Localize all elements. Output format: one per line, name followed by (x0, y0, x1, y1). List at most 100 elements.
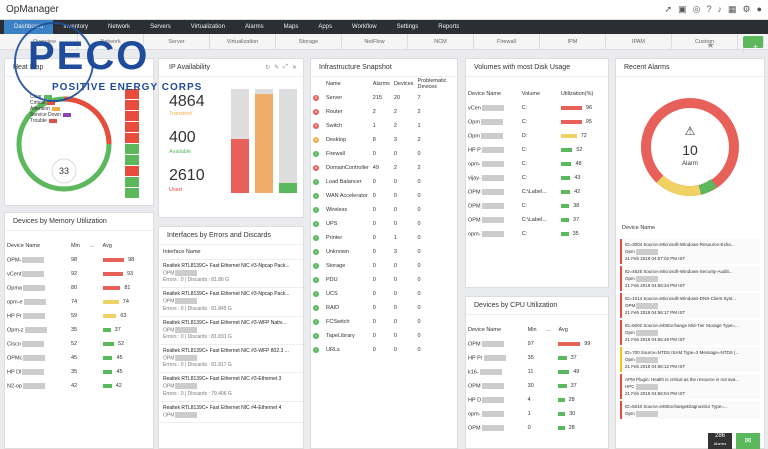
table-row[interactable]: Opm C: 95 (466, 115, 608, 129)
list-item[interactable]: Realtek RTL8139C+ Fast Ethernet NIC #3-E… (159, 373, 303, 402)
subnav-tab-storage[interactable]: Storage (276, 34, 342, 49)
alarm-item[interactable]: APM Plugin: Health is critical as the re… (620, 374, 760, 399)
table-row[interactable]: ✓ Load Balancer 0 0 0 (311, 175, 457, 189)
rocket-icon[interactable]: ➚ (664, 4, 673, 14)
user-icon[interactable]: ● (756, 4, 762, 14)
table-row[interactable]: HP Dl 35 45 (5, 365, 153, 379)
edit-icon[interactable]: ✎ (274, 65, 280, 71)
chat-icon[interactable]: ✉ (736, 433, 760, 449)
refresh-icon[interactable]: ↻ (265, 65, 271, 71)
table-row[interactable]: vijay- C: 43 (466, 171, 608, 185)
table-row[interactable]: opm- 1 30 (466, 407, 608, 421)
table-row[interactable]: OPM 30 37 (466, 379, 608, 393)
alarm-item[interactable]: ID=700 Source=NTDS ISAM Type=3 Message=N… (620, 347, 760, 372)
subnav-tab-server[interactable]: Server (144, 34, 210, 49)
subnav-tab-ipm[interactable]: IPM (540, 34, 606, 49)
table-row[interactable]: ✕ Server 215 20 7 (311, 91, 457, 105)
table-row[interactable]: OPM 0 28 (466, 421, 608, 435)
alarm-badge[interactable]: 286 Alarms (708, 433, 732, 449)
table-row[interactable]: ✓ FCSwitch 0 0 0 (311, 315, 457, 329)
min-value: 52 (70, 341, 78, 347)
table-row[interactable]: N2-op 42 42 (5, 379, 153, 393)
monitor-icon[interactable]: ▣ (678, 4, 687, 14)
subnav-tab-netflow[interactable]: NetFlow (342, 34, 408, 49)
table-row[interactable]: ✕ DomainController 49 2 2 (311, 161, 457, 175)
table-row[interactable]: OPM C: 38 (466, 199, 608, 213)
table-row[interactable]: ✓ Storage 0 0 0 (311, 259, 457, 273)
table-row[interactable]: ✓ Firewall 0 0 0 (311, 147, 457, 161)
table-row[interactable]: OPM 97 99 (466, 337, 608, 351)
nav-item-inventory[interactable]: Inventory (63, 24, 89, 30)
table-row[interactable]: ✓ PDU 0 0 0 (311, 273, 457, 287)
nav-item-network[interactable]: Network (108, 24, 131, 30)
table-row[interactable]: ✓ RAID 0 0 0 (311, 301, 457, 315)
star-icon[interactable]: ★ (678, 37, 744, 53)
list-item[interactable]: Realtek RTL8139C+ Fast Ethernet NIC #4-E… (159, 402, 303, 423)
table-row[interactable]: k16- 11 49 (466, 365, 608, 379)
headset-icon[interactable]: ◎ (692, 4, 701, 14)
table-row[interactable]: vCent 92 93 (5, 267, 153, 281)
close-icon[interactable]: ✕ (291, 65, 297, 71)
nav-item-virtualization[interactable]: Virtualization (190, 24, 225, 30)
nav-item-servers[interactable]: Servers (150, 24, 171, 30)
table-row[interactable]: OPM C:\Label... 42 (466, 185, 608, 199)
table-row[interactable]: vCen C: 96 (466, 101, 608, 115)
table-row[interactable]: Opma 80 81 (5, 281, 153, 295)
table-row[interactable]: ✓ Wireless 0 0 0 (311, 203, 457, 217)
add-widget-button[interactable]: + (743, 36, 764, 52)
grid-icon[interactable]: ▦ (727, 4, 737, 14)
subnav-tab-ncm[interactable]: NCM (408, 34, 474, 49)
table-row[interactable]: ✓ UPS 0 0 0 (311, 217, 457, 231)
alarm-text: ID=700 Source=NTDS ISAM Type=3 Message=N… (625, 350, 740, 355)
nav-item-alarms[interactable]: Alarms (244, 24, 264, 30)
list-item[interactable]: Realtek RTL8139C+ Fast Ethernet NIC #3-N… (159, 288, 303, 317)
table-row[interactable]: ✓ UCS 0 0 0 (311, 287, 457, 301)
table-row[interactable]: ✕ Switch 1 2 1 (311, 119, 457, 133)
table-row[interactable]: Opm-z 35 37 (5, 323, 153, 337)
table-row[interactable]: ✕ Desktop 8 3 2 (311, 133, 457, 147)
table-row[interactable]: opm- C: 35 (466, 227, 608, 241)
nav-item-maps[interactable]: Maps (283, 24, 299, 30)
subnav-tab-ipam[interactable]: IPAM (606, 34, 672, 49)
table-row[interactable]: ✕ Router 2 2 2 (311, 105, 457, 119)
nav-item-settings[interactable]: Settings (396, 24, 419, 30)
column-header: ... (546, 327, 551, 333)
subnav-tab-custom[interactable]: Custom (672, 34, 738, 49)
alarm-item[interactable]: ID=5010 Source=MSExchangeDiagnostics Typ… (620, 401, 760, 419)
bell-icon[interactable]: ♪ (717, 4, 722, 14)
table-row[interactable]: OPM C:\Label... 37 (466, 213, 608, 227)
alarm-item[interactable]: ID=6002 Source=MSExchange Mid-Tier Stora… (620, 320, 760, 345)
table-row[interactable]: OPMc 45 45 (5, 351, 153, 365)
subnav-tab-network[interactable]: Network (78, 34, 144, 49)
alarm-item[interactable]: ID=3004 Source=Microsoft-Windows-Resourc… (620, 239, 760, 264)
table-row[interactable]: HP P C: 52 (466, 143, 608, 157)
table-row[interactable]: ✓ URLs 0 0 0 (311, 343, 457, 357)
subnav-tab-virtualization[interactable]: Virtualization (210, 34, 276, 49)
alarm-item[interactable]: ID=1014 Source=Microsoft-Windows-DNS-Cli… (620, 293, 760, 318)
table-row[interactable]: HP Pr 59 63 (5, 309, 153, 323)
device-name: opm-e (5, 295, 69, 309)
help-icon[interactable]: ? (706, 4, 712, 14)
alarm-item[interactable]: ID=4625 Source=Microsoft-Windows-Securit… (620, 266, 760, 291)
gear-icon[interactable]: ⚙ (742, 4, 751, 14)
table-row[interactable]: HP Pr 35 37 (466, 351, 608, 365)
device-name: OPMc (5, 351, 69, 365)
list-item[interactable]: Realtek RTL8139C+ Fast Ethernet NIC #3-N… (159, 260, 303, 289)
table-row[interactable]: ✓ TapeLibrary 0 0 0 (311, 329, 457, 343)
table-row[interactable]: Opm D: 72 (466, 129, 608, 143)
nav-item-workflow[interactable]: Workflow (352, 24, 377, 30)
table-row[interactable]: ✓ WAN Accelerator 0 0 0 (311, 189, 457, 203)
expand-icon[interactable]: ⤢ (283, 64, 288, 70)
table-row[interactable]: opm-e 74 74 (5, 295, 153, 309)
subnav-tab-firewall[interactable]: Firewall (474, 34, 540, 49)
table-row[interactable]: Cisco 52 52 (5, 337, 153, 351)
list-item[interactable]: Realtek RTL8139C+ Fast Ethernet NIC #3-W… (159, 317, 303, 345)
table-row[interactable]: HP D 4 28 (466, 393, 608, 407)
list-item[interactable]: Realtek RTL8139C+ Fast Ethernet NIC #3-W… (159, 345, 303, 374)
nav-item-reports[interactable]: Reports (438, 24, 460, 30)
table-row[interactable]: opm- C: 48 (466, 157, 608, 171)
table-row[interactable]: OPM- 98 98 (5, 253, 153, 267)
nav-item-apps[interactable]: Apps (318, 24, 333, 30)
table-row[interactable]: ✓ Unknown 0 3 0 (311, 245, 457, 259)
table-row[interactable]: ✓ Printer 0 1 0 (311, 231, 457, 245)
